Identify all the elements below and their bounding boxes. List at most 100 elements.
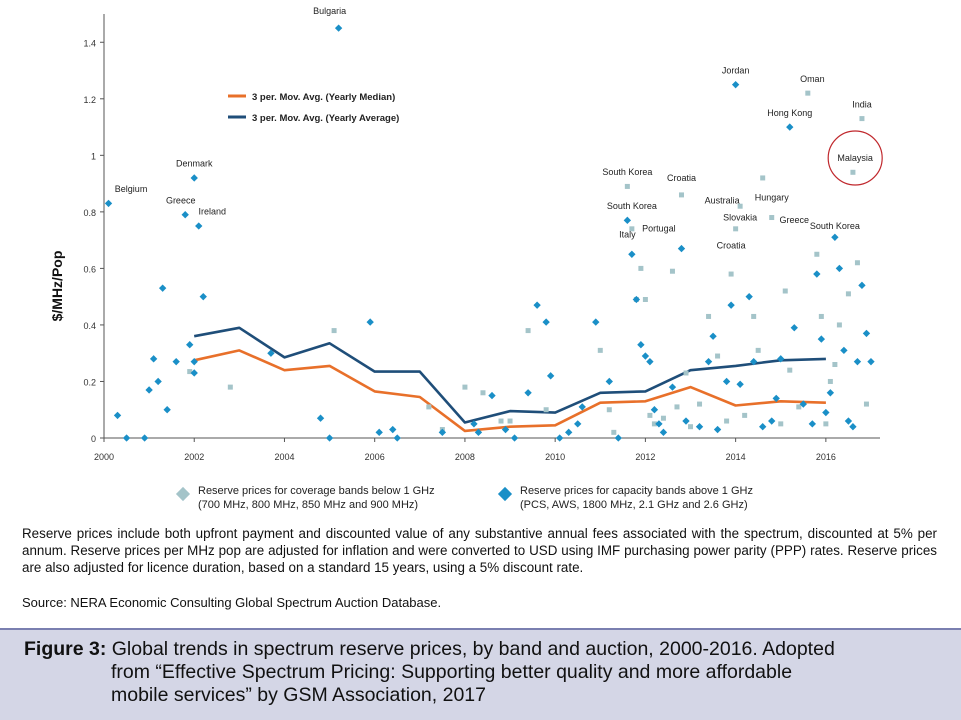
coverage-point xyxy=(755,347,761,353)
median-line xyxy=(193,349,826,433)
chart-axes: 0 0.2 0.4 0.6 0.8 1 1.2 1.4 2000 2002 2004 2006 2008… xyxy=(83,14,880,462)
x-tick-label: 2012 xyxy=(635,452,655,462)
capacity-point xyxy=(389,425,397,434)
capacity-point xyxy=(822,408,830,417)
annotation-label: India xyxy=(852,99,872,109)
capacity-point xyxy=(786,123,794,131)
capacity-point xyxy=(799,400,807,408)
capacity-point xyxy=(546,372,555,380)
capacity-point xyxy=(840,346,848,355)
capacity-point xyxy=(316,414,325,422)
capacity-point xyxy=(731,80,740,89)
capacity-point xyxy=(181,211,189,219)
x-tick-label: 2006 xyxy=(365,452,385,462)
y-tick-label: 0.2 xyxy=(83,377,96,387)
capacity-point xyxy=(704,358,713,366)
capacity-point xyxy=(501,425,510,434)
annotation-label: Ireland xyxy=(199,207,227,217)
capacity-point xyxy=(862,329,871,338)
coverage-point xyxy=(787,367,793,373)
capacity-point xyxy=(695,423,704,431)
coverage-point xyxy=(688,424,694,430)
capacity-point xyxy=(375,428,383,437)
x-tick-label: 2002 xyxy=(184,452,204,462)
x-tick-label: 2008 xyxy=(455,452,475,462)
moving-average-lines xyxy=(193,326,826,433)
coverage-point xyxy=(796,404,802,410)
coverage-point xyxy=(651,421,657,427)
x-tick-label: 2014 xyxy=(726,452,746,462)
capacity-point xyxy=(163,406,171,414)
capacity-point xyxy=(190,358,198,366)
coverage-point xyxy=(426,404,432,410)
y-tick-label: 1 xyxy=(91,151,96,161)
average-line xyxy=(193,326,826,424)
coverage-point xyxy=(624,183,630,189)
y-tick-label: 0.4 xyxy=(83,321,96,331)
capacity-point xyxy=(853,358,862,366)
capacity-point xyxy=(104,199,113,208)
coverage-point xyxy=(845,291,851,297)
capacity-point xyxy=(510,434,519,442)
coverage-point xyxy=(836,322,842,328)
capacity-point xyxy=(199,292,207,301)
capacity-point xyxy=(849,423,857,431)
capacity-point xyxy=(470,420,478,428)
coverage-point xyxy=(525,328,531,334)
coverage-point xyxy=(751,313,757,319)
annotation-label: South Korea xyxy=(607,201,657,211)
annotation-label: Oman xyxy=(800,74,825,84)
coverage-point xyxy=(597,347,603,353)
coverage-point xyxy=(647,412,653,418)
capacity-point xyxy=(659,428,668,437)
coverage-point xyxy=(769,215,775,221)
capacity-point xyxy=(650,406,659,414)
capacity-point xyxy=(158,284,167,292)
coverage-point xyxy=(778,421,784,427)
coverage-point xyxy=(733,226,739,232)
capacity-point xyxy=(614,434,623,442)
capacity-point xyxy=(623,216,632,225)
coverage-point xyxy=(782,288,788,294)
capacity-point xyxy=(592,318,600,326)
coverage-point xyxy=(611,429,617,435)
capacity-point xyxy=(790,324,798,332)
coverage-point xyxy=(814,251,820,257)
capacity-point xyxy=(777,355,785,363)
coverage-point xyxy=(728,271,734,277)
coverage-point xyxy=(859,116,865,122)
line-legend: 3 per. Mov. Avg. (Yearly Median) 3 per. M… xyxy=(228,92,399,124)
capacity-point xyxy=(574,420,582,428)
capacity-point xyxy=(759,423,767,431)
annotation-label: Hungary xyxy=(755,193,790,203)
capacity-point xyxy=(542,318,550,326)
capacity-point xyxy=(154,377,162,386)
annotation-label: Croatia xyxy=(667,173,696,183)
capacity-point xyxy=(190,369,198,377)
annotation-label: Malaysia xyxy=(837,153,873,163)
x-tick-label: 2010 xyxy=(545,452,565,462)
coverage-point xyxy=(715,353,721,359)
annotation-label: Slovakia xyxy=(723,212,757,222)
coverage-point xyxy=(669,268,675,274)
caption-line-2: from “Effective Spectrum Pricing: Suppor… xyxy=(111,661,793,683)
capacity-point xyxy=(772,394,780,403)
coverage-point xyxy=(697,401,703,407)
y-tick-label: 0.8 xyxy=(83,208,96,218)
coverage-point xyxy=(818,313,824,319)
coverage-point xyxy=(683,370,689,376)
y-axis-label: $/MHz/Pop xyxy=(49,251,65,322)
annotation-label: South Korea xyxy=(602,167,652,177)
y-tick-label: 0.6 xyxy=(83,264,96,274)
chart-notes: Reserve prices include both upfront paym… xyxy=(22,526,937,575)
capacity-point xyxy=(682,417,690,425)
annotation-label: Belgium xyxy=(115,184,148,194)
capacity-point xyxy=(578,403,586,411)
capacity-point xyxy=(844,417,853,425)
country-annotations: BulgariaBelgiumDenmarkGreeceIrelandSouth… xyxy=(115,6,883,251)
coverage-point xyxy=(827,378,833,384)
annotation-label: Denmark xyxy=(176,159,213,169)
coverage-point xyxy=(805,90,811,96)
capacity-point xyxy=(637,341,645,349)
coverage-point xyxy=(227,384,233,390)
